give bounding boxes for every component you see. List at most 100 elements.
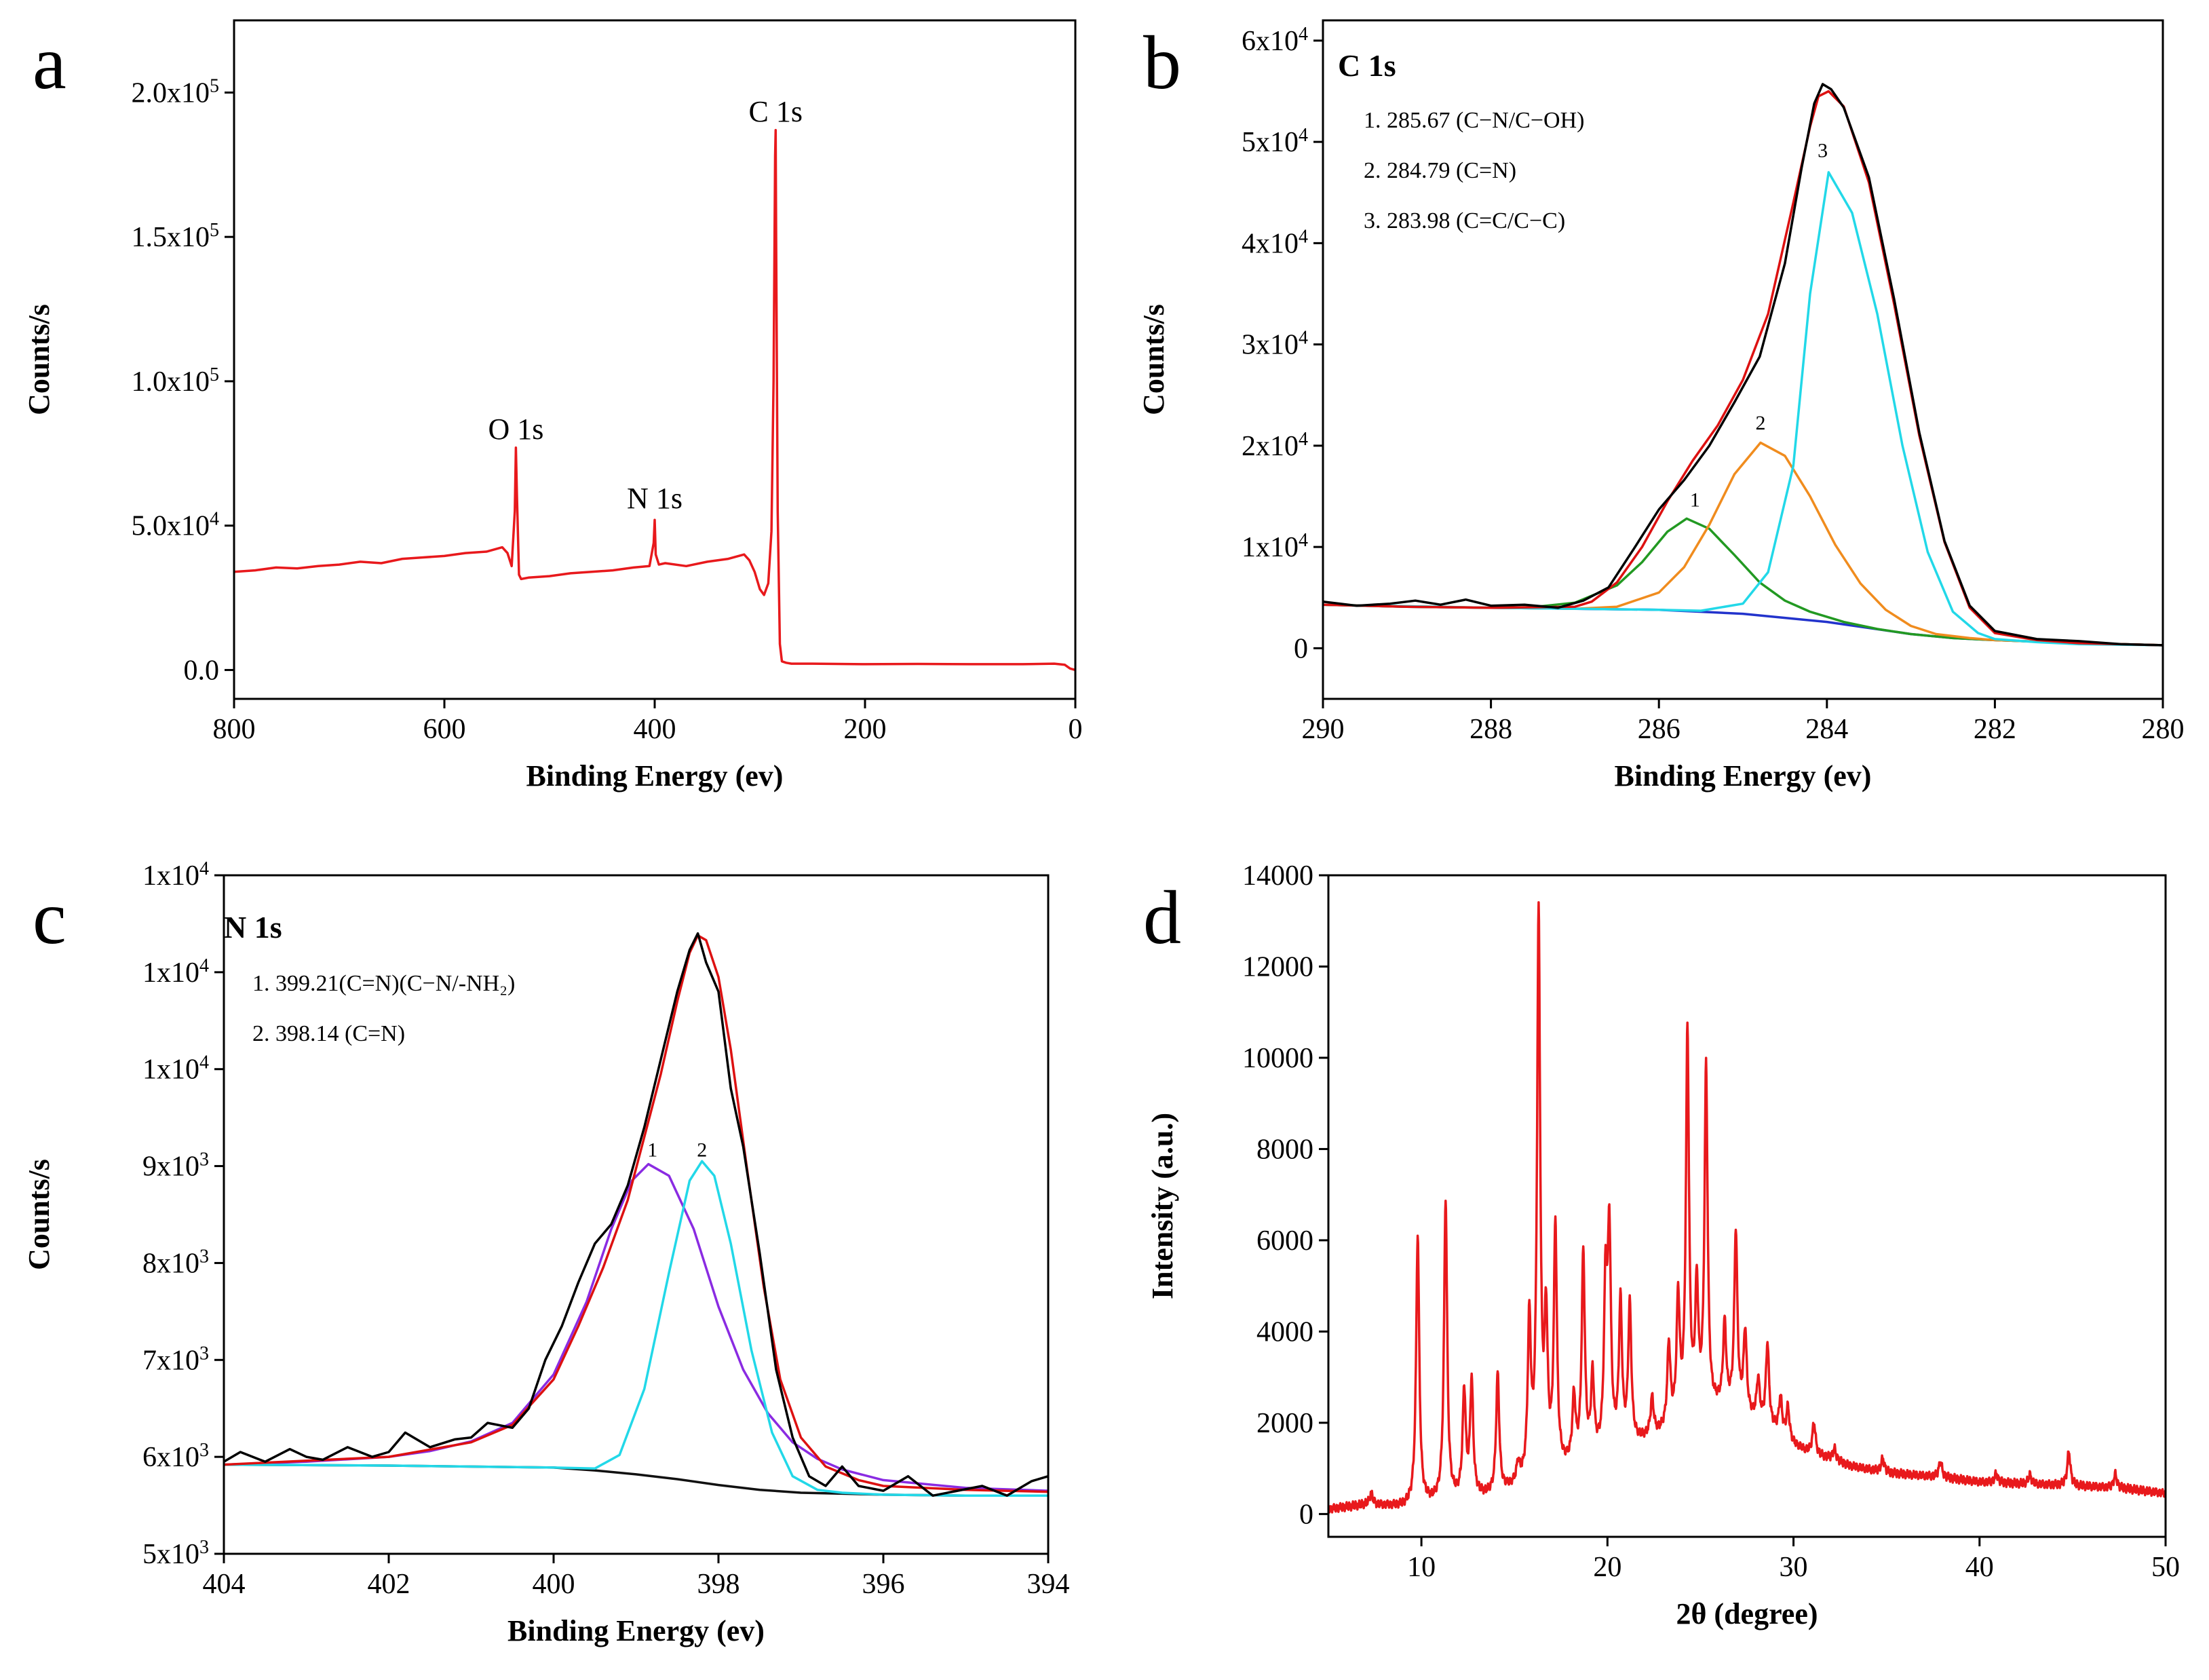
y-axis-title: Counts/s — [22, 1159, 56, 1270]
x-tick-label: 286 — [1638, 714, 1680, 745]
y-tick-label: 2x104 — [1242, 428, 1308, 462]
y-tick-label: 5.0x104 — [132, 508, 220, 542]
y-tick-label: 14000 — [1242, 860, 1313, 892]
component-label: 3 — [1818, 139, 1828, 161]
y-tick-label: 2.0x105 — [132, 75, 220, 109]
plot-frame — [1322, 19, 2164, 700]
series-raw-data — [1323, 83, 2163, 647]
legend-entry: 1. 285.67 (C−N/C−OH) — [1364, 108, 1584, 133]
series-survey — [234, 128, 1075, 672]
y-tick-label: 5x103 — [142, 1537, 209, 1571]
series-raw-data — [224, 932, 1048, 1497]
peak-annotation: C 1s — [749, 95, 803, 128]
series-component-2 — [1323, 441, 2163, 647]
plot-frame — [1327, 874, 2167, 1538]
y-tick-label: 9x103 — [142, 1149, 209, 1183]
x-tick-label: 404 — [203, 1569, 246, 1600]
component-label: 1 — [647, 1139, 657, 1161]
x-tick-label: 290 — [1302, 714, 1345, 745]
y-tick-label: 0 — [1299, 1499, 1313, 1530]
legend-entry: 3. 283.98 (C=C/C−C) — [1364, 208, 1565, 233]
y-axis-title: Counts/s — [22, 304, 56, 415]
y-tick-label: 4x104 — [1242, 226, 1308, 260]
y-tick-label: 2000 — [1256, 1408, 1313, 1439]
x-tick-label: 400 — [634, 714, 676, 745]
x-tick-label: 282 — [1974, 714, 2016, 745]
x-tick-label: 288 — [1470, 714, 1512, 745]
y-tick-label: 1.0x105 — [132, 364, 220, 398]
panel-c: c 404 402 400 398 396 394 5x103 6x103 7x103 8x103 9… — [22, 858, 1070, 1648]
y-tick-label: 7x103 — [142, 1343, 209, 1377]
series-group — [234, 128, 1075, 672]
legend-entry: 2. 398.14 (C=N) — [252, 1021, 405, 1046]
x-axis-title: 2θ (degree) — [1676, 1597, 1818, 1630]
plot-frame — [233, 19, 1077, 700]
x-tick-label: 402 — [368, 1569, 410, 1600]
x-axis-title: Binding Energy (ev) — [526, 759, 784, 793]
x-tick-label: 20 — [1593, 1552, 1621, 1583]
plot-frame — [223, 874, 1050, 1555]
x-tick-label: 396 — [862, 1569, 905, 1600]
x-tick-label: 40 — [1965, 1552, 1994, 1583]
inset-title: C 1s — [1338, 48, 1396, 83]
y-tick-label: 8x103 — [142, 1246, 209, 1280]
panel-a: a 800 600 400 200 0 0.0 5.0x104 1.0x105 1.5x105 2.… — [22, 19, 1083, 793]
inset-title: N 1s — [224, 910, 282, 944]
y-axis-title: Counts/s — [1137, 304, 1170, 415]
peak-annotation: N 1s — [627, 482, 683, 515]
x-tick-label: 200 — [844, 714, 887, 745]
component-label: 2 — [697, 1139, 707, 1161]
panel-b: b 290 288 286 284 282 280 0 1x104 2x104 3x104 4x104… — [1137, 19, 2185, 793]
y-tick-label: 10000 — [1242, 1043, 1313, 1074]
series-group — [224, 932, 1048, 1497]
x-tick-label: 30 — [1780, 1552, 1808, 1583]
y-tick-label: 1x104 — [1242, 530, 1308, 564]
y-tick-label: 1x104 — [142, 858, 209, 892]
x-tick-label: 10 — [1407, 1552, 1436, 1583]
x-tick-label: 394 — [1027, 1569, 1070, 1600]
component-label: 1 — [1690, 489, 1700, 511]
y-tick-label: 12000 — [1242, 951, 1313, 982]
y-tick-label: 5x104 — [1242, 125, 1308, 159]
x-tick-label: 280 — [2142, 714, 2185, 745]
x-tick-label: 800 — [213, 714, 256, 745]
y-tick-label: 1x104 — [142, 955, 209, 989]
y-tick-label: 1.5x105 — [132, 220, 220, 254]
y-tick-label: 8000 — [1256, 1134, 1313, 1165]
series-group — [1328, 901, 2166, 1514]
series-component-1 — [224, 1162, 1048, 1492]
panel-letter-a: a — [33, 21, 66, 105]
y-axis-title: Intensity (a.u.) — [1146, 1113, 1179, 1299]
x-tick-label: 398 — [697, 1569, 740, 1600]
y-tick-label: 1x104 — [142, 1052, 209, 1086]
series-group — [1323, 83, 2163, 647]
legend-entry: 2. 284.79 (C=N) — [1364, 158, 1516, 183]
y-tick-label: 6x104 — [1242, 23, 1308, 57]
y-tick-label: 0.0 — [184, 655, 220, 686]
panel-d: d 10 20 30 40 50 0 2000 4000 6000 8000 10000 12000 14… — [1143, 860, 2180, 1630]
x-axis-title: Binding Energy (ev) — [1615, 759, 1872, 793]
y-tick-label: 6000 — [1256, 1225, 1313, 1257]
series-component-2 — [224, 1160, 1048, 1497]
series-background — [224, 1463, 1048, 1497]
y-tick-label: 0 — [1294, 633, 1308, 664]
x-tick-label: 600 — [423, 714, 466, 745]
legend-entry: 1. 399.21(C=N)(C−N/-NH₂) — [252, 971, 515, 996]
component-label: 2 — [1755, 412, 1765, 434]
y-tick-label: 3x104 — [1242, 327, 1308, 361]
series-XRD-pattern — [1328, 901, 2166, 1514]
panel-letter-d: d — [1143, 876, 1181, 960]
series-component-1 — [1323, 517, 2163, 647]
x-tick-label: 400 — [533, 1569, 575, 1600]
x-tick-label: 284 — [1805, 714, 1848, 745]
x-axis-title: Binding Energy (ev) — [507, 1614, 765, 1647]
y-tick-label: 6x103 — [142, 1440, 209, 1474]
peak-annotation: O 1s — [488, 413, 543, 446]
y-tick-label: 4000 — [1256, 1316, 1313, 1348]
x-tick-label: 0 — [1069, 714, 1083, 745]
panel-letter-c: c — [33, 876, 66, 960]
panel-letter-b: b — [1143, 21, 1181, 105]
series-component-3 — [1323, 171, 2163, 647]
x-tick-label: 50 — [2151, 1552, 2180, 1583]
